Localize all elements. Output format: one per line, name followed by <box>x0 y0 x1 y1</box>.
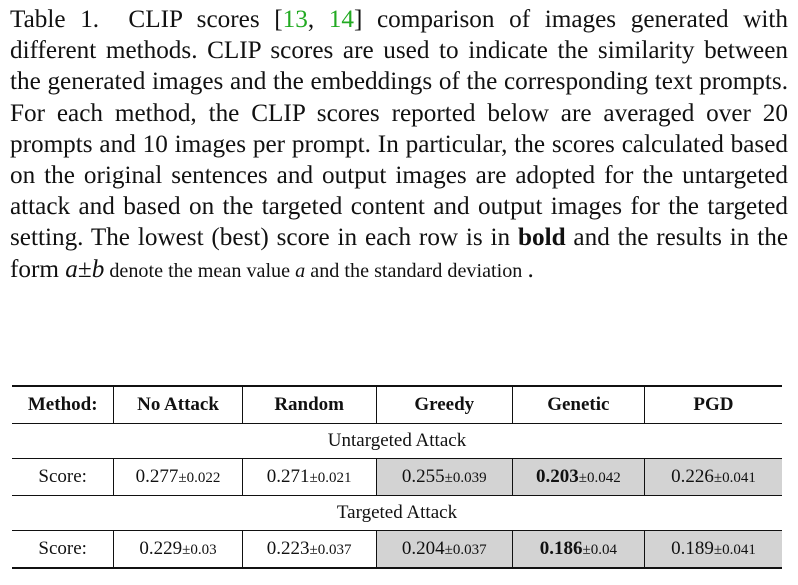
section-row-targeted: Targeted Attack <box>12 495 782 531</box>
caption-text-3: and the results in the form <box>10 224 788 283</box>
cell-sd: ±0.039 <box>444 470 487 486</box>
cell-targeted-pgd: 0.189±0.041 <box>643 530 782 569</box>
cell-mean: 0.189 <box>671 538 714 559</box>
mean-var: a <box>295 259 306 282</box>
cell-mean-best: 0.186 <box>539 538 583 559</box>
cell-untargeted-no-attack: 0.277±0.022 <box>113 458 243 496</box>
cell-untargeted-greedy: 0.255±0.039 <box>375 458 513 496</box>
table-row: Score: 0.229±0.03 0.223±0.037 0.204±0.03… <box>12 530 782 569</box>
caption-bold-word: bold <box>517 224 566 252</box>
cell-sd: ±0.041 <box>713 470 756 486</box>
table-caption: Table 1. CLIP scores [13, 14] comparison… <box>10 4 788 287</box>
cell-targeted-random: 0.223±0.037 <box>241 530 377 569</box>
citation-link-13[interactable]: 13 <box>282 6 308 33</box>
cell-mean: 0.255 <box>401 466 445 487</box>
cell-mean: 0.229 <box>139 538 183 559</box>
table-header-row: Method: No Attack Random Greedy Genetic … <box>12 385 782 424</box>
section-title-targeted: Targeted Attack <box>12 495 782 531</box>
row-label: Score: <box>12 530 114 569</box>
caption-label: Table 1. <box>10 6 100 33</box>
header-genetic: Genetic <box>511 385 645 424</box>
table-row: Score: 0.277±0.022 0.271±0.021 0.255±0.0… <box>12 458 782 496</box>
header-no-attack: No Attack <box>113 385 243 424</box>
header-method: Method: <box>12 385 114 424</box>
cell-sd: ±0.022 <box>178 470 221 486</box>
cell-mean: 0.226 <box>671 466 714 487</box>
results-table: Method: No Attack Random Greedy Genetic … <box>12 385 782 569</box>
row-label: Score: <box>12 458 114 496</box>
cell-targeted-greedy: 0.204±0.037 <box>375 530 513 569</box>
header-pgd: PGD <box>643 385 782 424</box>
caption-text-2: ] comparison of images generated with di… <box>10 6 789 252</box>
cell-mean: 0.277 <box>135 466 179 487</box>
cell-targeted-no-attack: 0.229±0.03 <box>113 530 243 569</box>
cell-sd: ±0.037 <box>444 542 487 558</box>
header-greedy: Greedy <box>375 385 513 424</box>
cell-sd: ±0.042 <box>578 470 621 486</box>
citation-separator: , <box>307 6 329 33</box>
cell-targeted-genetic: 0.186±0.04 <box>511 530 645 569</box>
cell-sd: ±0.03 <box>182 542 217 558</box>
form-pm: ± <box>77 255 92 283</box>
cell-mean: 0.204 <box>401 538 445 559</box>
caption-text-6: . <box>527 255 534 283</box>
header-random: Random <box>241 385 377 424</box>
form-b: b <box>91 255 105 283</box>
caption-text-4: denote the mean value <box>104 259 296 282</box>
section-title-untargeted: Untargeted Attack <box>12 423 782 459</box>
cell-untargeted-pgd: 0.226±0.041 <box>643 458 782 496</box>
cell-mean: 0.223 <box>266 538 310 559</box>
cell-mean-best: 0.203 <box>535 466 579 487</box>
cell-sd: ±0.021 <box>309 470 352 486</box>
form-a: a <box>65 255 78 283</box>
cell-sd: ±0.04 <box>582 542 617 558</box>
cell-sd: ±0.037 <box>309 542 352 558</box>
caption-text-1: CLIP scores [ <box>128 6 283 33</box>
section-row-untargeted: Untargeted Attack <box>12 423 782 459</box>
cell-mean: 0.271 <box>266 466 310 487</box>
cell-untargeted-random: 0.271±0.021 <box>241 458 377 496</box>
cell-sd: ±0.041 <box>713 542 756 558</box>
cell-untargeted-genetic: 0.203±0.042 <box>511 458 645 496</box>
citation-link-14[interactable]: 14 <box>328 6 354 33</box>
caption-text-5: and the standard deviation <box>305 259 528 282</box>
